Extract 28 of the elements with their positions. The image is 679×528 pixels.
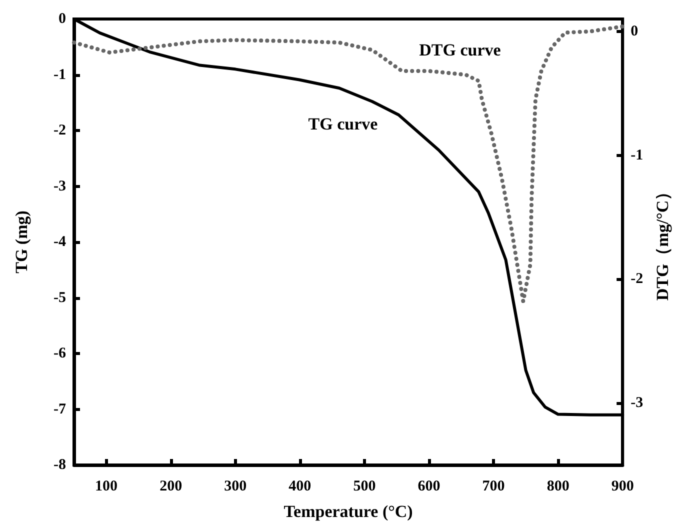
y-tick-label: -4 (54, 234, 66, 250)
y-tick-label: -2 (54, 122, 66, 138)
x-tick-label: 300 (224, 478, 247, 494)
annotation: TG curve (308, 114, 378, 134)
x-tick-label: 100 (95, 478, 118, 494)
y-tick-label: 0 (58, 11, 66, 27)
y-tick-label: -1 (54, 66, 66, 83)
y2-axis-title: DTG（mg/°C） (653, 183, 672, 301)
x-tick-label: 200 (160, 478, 182, 494)
y-tick-label: -7 (54, 401, 66, 418)
annotation: DTG curve (419, 40, 502, 60)
y-tick-label: -5 (54, 290, 66, 306)
x-tick-label: 400 (288, 478, 312, 494)
line-series (72, 24, 625, 304)
x-tick-label: 700 (482, 478, 505, 494)
y-axis-title: TG (mg) (12, 210, 31, 274)
y2-tick-label: -1 (630, 147, 644, 164)
y2-tick-label: -2 (630, 271, 644, 288)
y-tick-label: -8 (54, 457, 66, 473)
y-tick-label: -6 (54, 346, 66, 362)
y2-tick-label: -3 (630, 395, 644, 412)
y-tick-label: -3 (54, 178, 66, 194)
y2-tick-label: 0 (630, 23, 638, 40)
x-tick-label: 800 (546, 478, 570, 494)
x-tick-label: 900 (611, 478, 634, 494)
x-axis-title: Temperature (°C) (284, 502, 413, 521)
x-tick-label: 600 (418, 478, 440, 494)
x-tick-label: 500 (353, 478, 376, 494)
